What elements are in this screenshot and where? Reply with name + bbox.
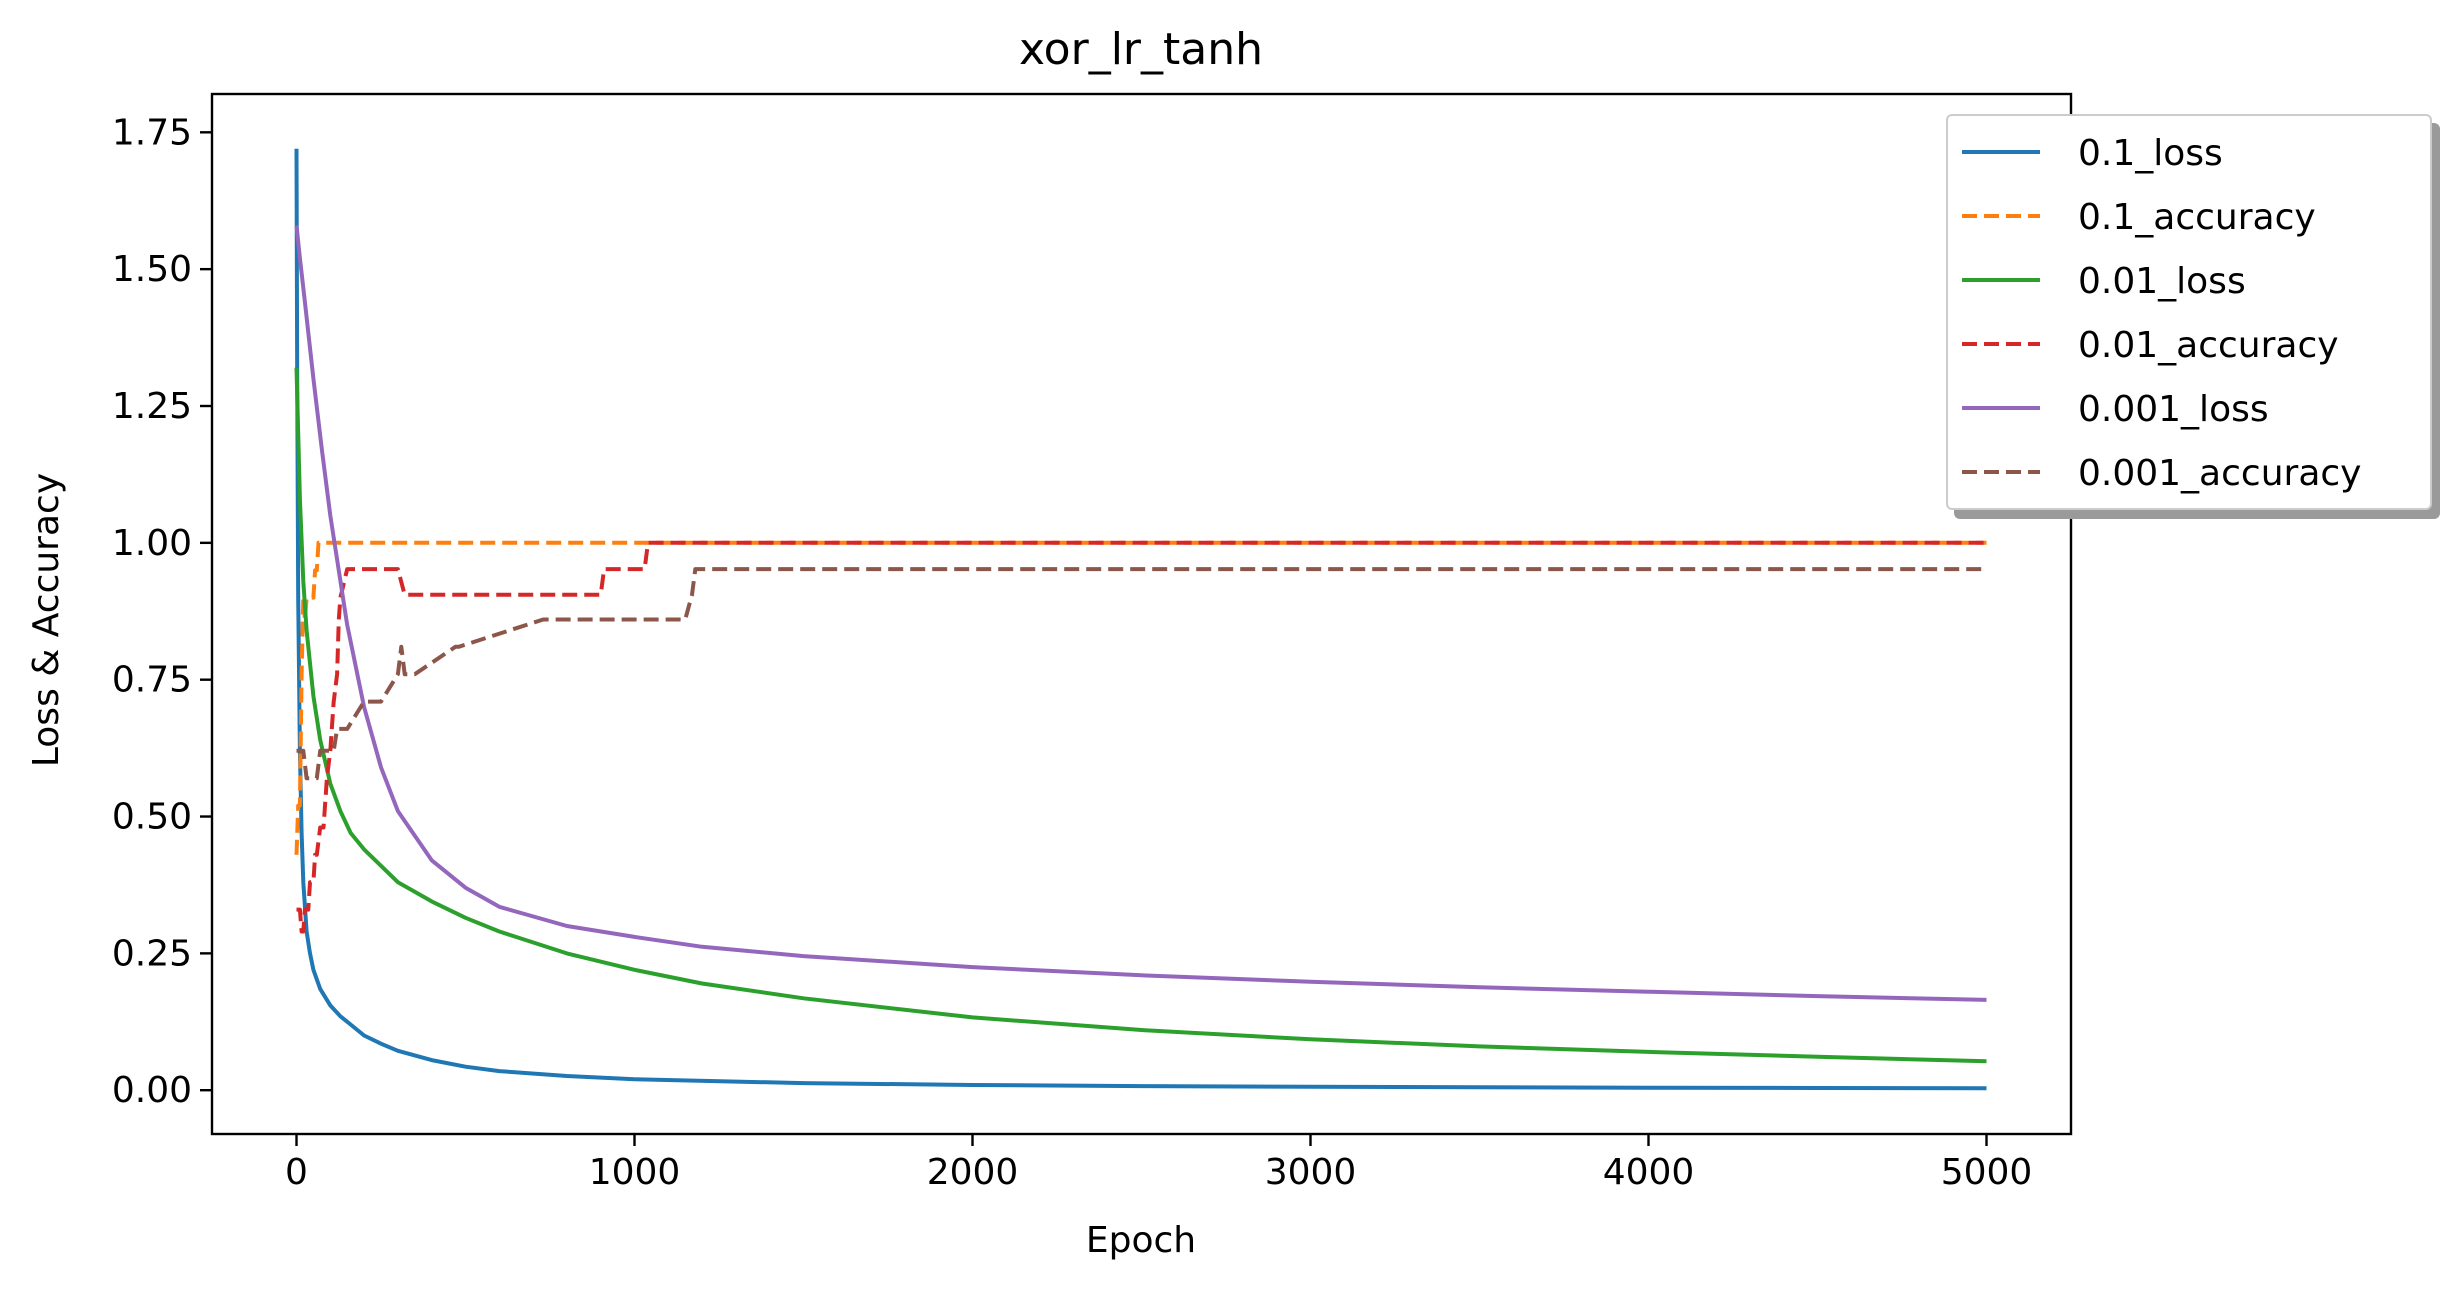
chart-title: xor_lr_tanh [1019, 24, 1263, 75]
y-tick-label: 0.00 [112, 1070, 192, 1111]
y-axis: 0.00 0.25 0.50 0.75 1.00 1.25 1.50 1.75 [112, 112, 212, 1111]
series-line-0.01_accuracy [296, 540, 1987, 934]
legend-canvas: 0.1_loss 0.1_accuracy 0.01_loss 0.01_accura… [1962, 133, 2361, 494]
plot-frame [210, 92, 2073, 1136]
x-tick-label: 3000 [1265, 1152, 1357, 1193]
x-axis-label: Epoch [1086, 1220, 1196, 1261]
x-axis: 0 1000 2000 3000 4000 5000 [285, 1134, 2032, 1193]
legend-label-0.01_loss: 0.01_loss [2078, 261, 2246, 302]
y-axis-label: Loss & Accuracy [26, 473, 67, 767]
y-tick-label: 1.25 [112, 386, 192, 427]
series-line-0.001_accuracy [296, 567, 1987, 781]
legend: 0.1_loss 0.1_accuracy 0.01_loss 0.01_accura… [1946, 114, 2432, 510]
legend-label-0.001_accuracy: 0.001_accuracy [2078, 453, 2361, 494]
series-line-0.01_loss [294, 367, 1987, 1064]
plot-area [294, 148, 1987, 1091]
series-line-0.001_loss [294, 225, 1987, 1002]
y-tick-label: 1.50 [112, 249, 192, 290]
x-tick-label: 2000 [927, 1152, 1019, 1193]
y-tick-label: 0.50 [112, 797, 192, 838]
x-tick-label: 5000 [1941, 1152, 2033, 1193]
y-tick-label: 1.00 [112, 523, 192, 564]
y-tick-label: 1.75 [112, 112, 192, 153]
legend-label-0.001_loss: 0.001_loss [2078, 389, 2269, 430]
legend-label-0.01_accuracy: 0.01_accuracy [2078, 325, 2339, 366]
y-tick-label: 0.75 [112, 660, 192, 701]
legend-label-0.1_accuracy: 0.1_accuracy [2078, 197, 2316, 238]
series-line-0.1_accuracy [294, 540, 1987, 855]
x-tick-label: 0 [285, 1152, 308, 1193]
series-line-0.1_loss [294, 148, 1987, 1091]
x-tick-label: 4000 [1603, 1152, 1695, 1193]
legend-label-0.1_loss: 0.1_loss [2078, 133, 2223, 174]
x-tick-label: 1000 [589, 1152, 681, 1193]
y-tick-label: 0.25 [112, 933, 192, 974]
